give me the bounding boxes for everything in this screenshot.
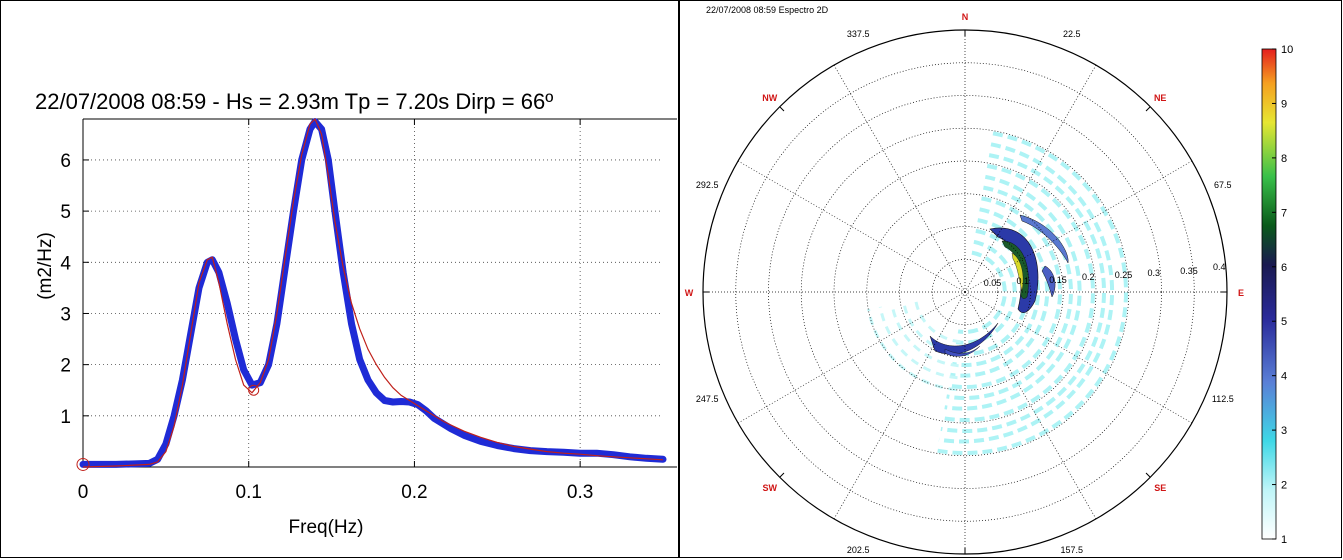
range-ring <box>768 95 1162 489</box>
range-ring <box>833 160 1097 424</box>
trough-marker <box>248 384 260 396</box>
energy-band-arc <box>942 163 1096 422</box>
cardinal-label: NE <box>1154 93 1167 103</box>
colorbar-tick-label: 5 <box>1281 316 1287 328</box>
energy-peak-secondary <box>929 322 999 357</box>
x-tick-label: 0.1 <box>236 482 262 503</box>
range-ring <box>735 62 1195 522</box>
energy-band-arc <box>957 250 1007 334</box>
series-fit-line <box>82 117 664 468</box>
energy-band-arc <box>867 308 957 392</box>
energy-band-arc <box>950 207 1050 378</box>
range-ring <box>899 226 1031 358</box>
energy-band-arc <box>955 239 1017 345</box>
angle-label: 67.5 <box>1214 180 1232 190</box>
x-tick-label: 0.3 <box>567 482 593 503</box>
colorbar-tick-label: 4 <box>1281 371 1287 383</box>
angle-label: 112.5 <box>1212 394 1234 404</box>
energy-contour <box>1041 265 1056 298</box>
colorbar <box>1261 48 1277 540</box>
x-axis-label: Freq(Hz) <box>289 517 364 538</box>
y-tick-label: 4 <box>60 253 71 274</box>
x-tick-label: 0.2 <box>401 482 427 503</box>
spectrum-2d-panel: 22/07/2008 08:59 Espectro 2D 0.05 0.1 0.15 0… <box>679 0 1342 558</box>
angle-label: 247.5 <box>696 394 719 404</box>
colorbar-tick-label: 9 <box>1281 98 1287 110</box>
rim-tick <box>779 472 785 478</box>
radius-tick-label: 0.4 <box>1213 262 1226 272</box>
rim-tick <box>1145 106 1151 112</box>
angle-label: 22.5 <box>1063 29 1081 39</box>
colorbar-tick-label: 7 <box>1281 207 1287 219</box>
rim-tick <box>1145 472 1151 478</box>
energy-band-arc <box>902 302 960 356</box>
radius-tick-label: 0.1 <box>1017 276 1030 286</box>
cardinal-label: N <box>962 12 969 22</box>
colorbar-tick-label: 3 <box>1281 425 1287 437</box>
chart-title: 22/07/2008 08:59 - Hs = 2.93m Tp = 7.20s… <box>35 89 553 114</box>
range-ring <box>800 127 1130 457</box>
origin-marker <box>76 457 90 471</box>
energy-band-arc <box>890 304 959 368</box>
radius-tick-label: 0.2 <box>1082 272 1095 282</box>
colorbar-tick-label: 1 <box>1281 534 1287 546</box>
series-measured-line <box>79 118 667 468</box>
y-tick-label: 5 <box>60 202 71 223</box>
spectrum-1d-panel: 22/07/2008 08:59 - Hs = 2.93m Tp = 7.20s… <box>0 0 679 558</box>
energy-band-arc <box>878 306 958 380</box>
energy-band-arc <box>946 185 1073 400</box>
spectrum-1d-chart: 22/07/2008 08:59 - Hs = 2.93m Tp = 7.20s… <box>35 89 677 538</box>
rim-tick <box>779 106 785 112</box>
y-tick-label: 3 <box>60 304 71 325</box>
spectrum-2d-chart: 22/07/2008 08:59 Espectro 2D 0.05 0.1 0.15 0… <box>685 5 1294 555</box>
colorbar-tick-label: 2 <box>1281 480 1287 492</box>
energy-bands <box>867 131 1129 456</box>
radius-tick-label: 0.35 <box>1180 266 1198 276</box>
energy-contour <box>1019 214 1069 264</box>
energy-peak-main <box>989 214 1069 313</box>
cardinal-label: W <box>685 288 694 298</box>
range-ring <box>931 258 999 326</box>
y-tick-label: 1 <box>60 407 71 428</box>
colorbar-tick-label: 8 <box>1281 153 1287 165</box>
y-tick-label: 6 <box>60 151 71 172</box>
radius-tick-label: 0.3 <box>1148 268 1161 278</box>
cardinal-label: E <box>1238 288 1244 298</box>
energy-band-arc <box>914 300 961 344</box>
x-tick-label: 0 <box>78 482 89 503</box>
y-tick-label: 2 <box>60 356 71 377</box>
chart-title: 22/07/2008 08:59 Espectro 2D <box>706 5 829 15</box>
angle-label: 292.5 <box>696 180 719 190</box>
y-axis-label: (m2/Hz) <box>35 232 56 300</box>
angle-label: 157.5 <box>1061 545 1084 555</box>
cardinal-label: NW <box>762 93 777 103</box>
energy-contour <box>1011 252 1024 292</box>
energy-band-arc <box>938 142 1115 444</box>
cardinal-label: SW <box>763 483 778 493</box>
energy-band-arc <box>936 131 1129 456</box>
range-ring <box>866 193 1064 391</box>
angle-label: 202.5 <box>847 545 870 555</box>
radius-tick-label: 0.05 <box>984 278 1002 288</box>
cardinal-label: SE <box>1154 483 1166 493</box>
energy-band-arc <box>940 153 1107 433</box>
colorbar-tick-label: 6 <box>1281 262 1287 274</box>
angle-label: 337.5 <box>847 29 870 39</box>
radius-tick-label: 0.15 <box>1049 275 1067 285</box>
energy-band-arc <box>944 174 1082 411</box>
radius-tick-label: 0.25 <box>1115 270 1133 280</box>
colorbar-tick-label: 10 <box>1281 44 1293 56</box>
